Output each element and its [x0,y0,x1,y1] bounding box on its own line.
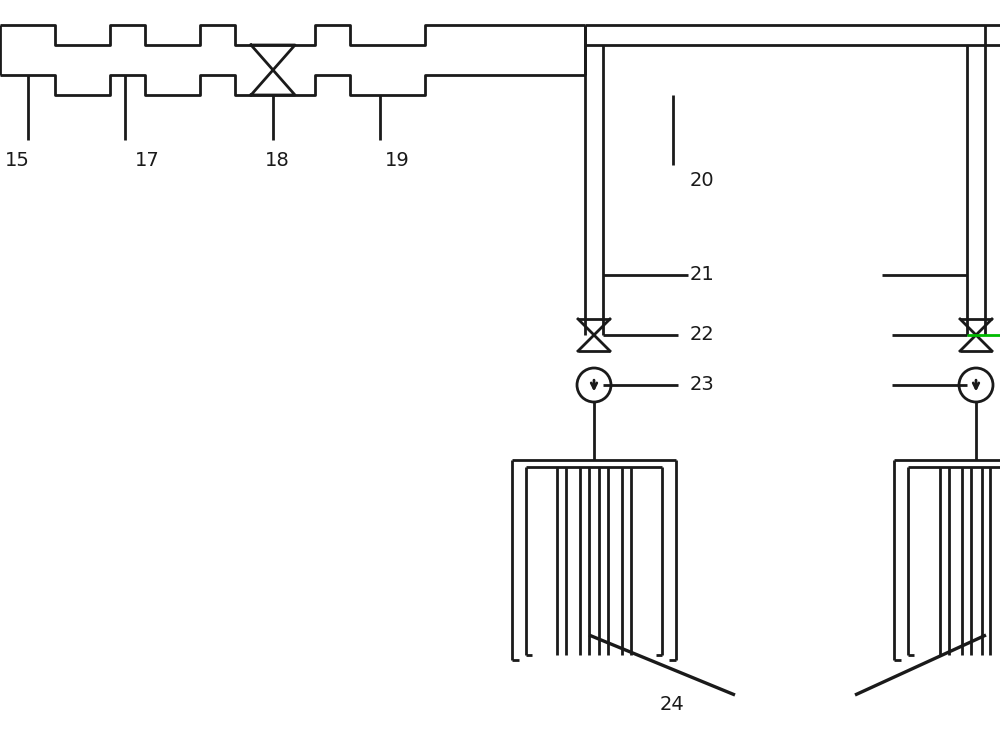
Text: 18: 18 [265,151,290,170]
Text: 15: 15 [5,151,30,170]
Text: 17: 17 [135,151,160,170]
Text: 19: 19 [385,151,410,170]
Text: 21: 21 [690,266,715,284]
Text: 22: 22 [690,326,715,344]
Text: 24: 24 [660,695,685,715]
Text: 23: 23 [690,376,715,394]
Text: 20: 20 [690,170,715,190]
